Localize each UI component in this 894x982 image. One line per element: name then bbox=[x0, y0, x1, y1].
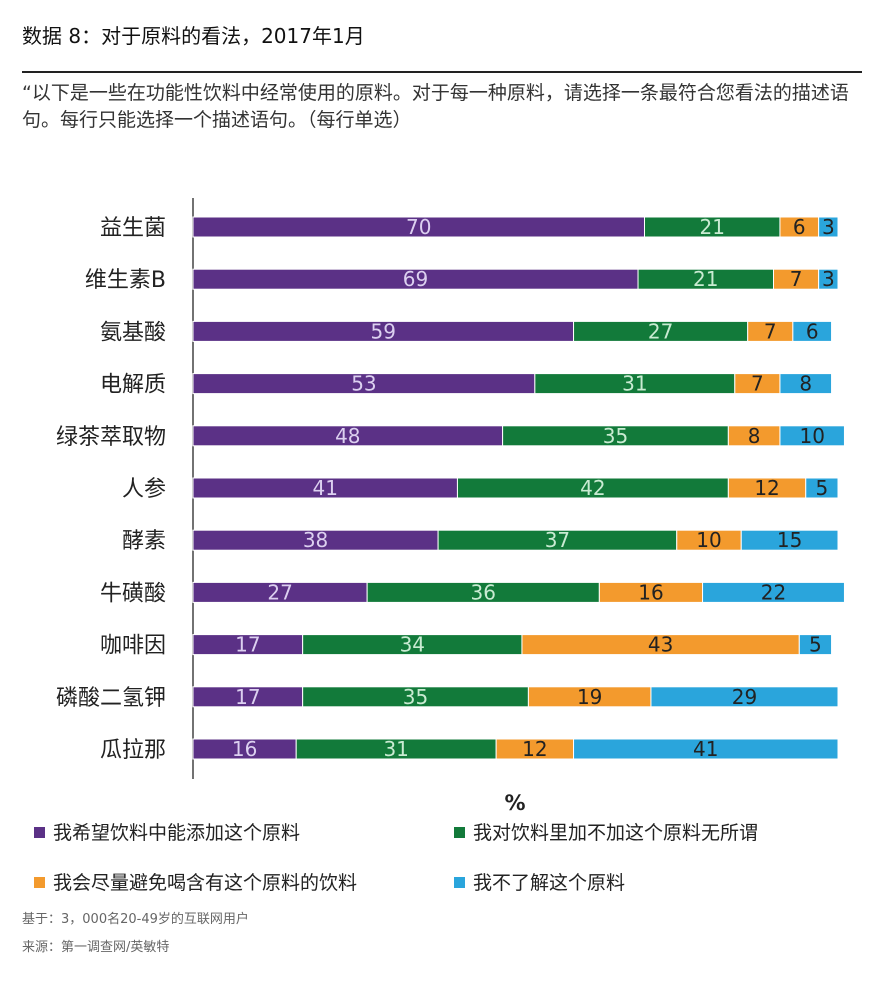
bar-segment-3 bbox=[740, 529, 839, 551]
bar-value-label: 22 bbox=[761, 580, 786, 604]
chart-title: 数据 8：对于原料的看法，2017年1月 bbox=[22, 24, 365, 48]
bar-segment-3 bbox=[779, 373, 833, 395]
bar-value-label: 29 bbox=[732, 685, 757, 709]
title-divider bbox=[22, 71, 862, 73]
legend-label-indifferent: 我对饮料里加不加这个原料无所谓 bbox=[473, 822, 759, 844]
bar-value-label: 16 bbox=[638, 580, 663, 604]
bar-value-label: 5 bbox=[816, 476, 829, 500]
legend-item-want: 我希望饮料中能添加这个原料 bbox=[34, 818, 300, 845]
category-label: 酵素 bbox=[122, 529, 166, 554]
bar-value-label: 12 bbox=[754, 476, 779, 500]
category-label: 磷酸二氢钾 bbox=[56, 686, 166, 711]
legend-label-avoid: 我会尽量避免喝含有这个原料的饮料 bbox=[53, 872, 358, 894]
legend-swatch-want bbox=[34, 827, 45, 838]
base-note: 基于：3，000名20-49岁的互联网用户 bbox=[22, 912, 249, 927]
category-label: 人参 bbox=[122, 477, 166, 502]
bar-value-label: 42 bbox=[580, 476, 605, 500]
bar-value-label: 6 bbox=[793, 215, 806, 239]
legend-item-avoid: 我会尽量避免喝含有这个原料的饮料 bbox=[34, 868, 357, 895]
bar-value-label: 36 bbox=[471, 580, 496, 604]
legend-label-want: 我希望饮料中能添加这个原料 bbox=[53, 822, 301, 844]
bar-value-label: 35 bbox=[603, 424, 628, 448]
bar-value-label: 7 bbox=[790, 267, 803, 291]
bar-value-label: 27 bbox=[267, 580, 292, 604]
category-label: 益生菌 bbox=[100, 216, 166, 241]
legend-swatch-indifferent bbox=[454, 827, 465, 838]
category-label: 牛磺酸 bbox=[100, 581, 166, 606]
bar-value-label: 41 bbox=[312, 476, 337, 500]
bar-value-label: 5 bbox=[809, 633, 822, 657]
bar-value-label: 69 bbox=[403, 267, 428, 291]
bar-value-label: 7 bbox=[751, 372, 764, 396]
bar-value-label: 10 bbox=[696, 528, 721, 552]
x-axis-label: % bbox=[504, 791, 525, 815]
category-label: 电解质 bbox=[100, 373, 166, 398]
bar-value-label: 6 bbox=[806, 319, 819, 343]
category-label: 绿茶萃取物 bbox=[56, 425, 166, 450]
category-label: 咖啡因 bbox=[100, 634, 166, 659]
bar-value-label: 21 bbox=[699, 215, 724, 239]
category-label: 维生素B bbox=[85, 268, 166, 293]
bar-segment-3 bbox=[650, 686, 839, 708]
bar-value-label: 21 bbox=[693, 267, 718, 291]
bar-segment-3 bbox=[818, 216, 839, 238]
bar-segment-3 bbox=[702, 581, 845, 603]
source-note: 来源：第一调查网/英敏特 bbox=[22, 940, 170, 955]
bar-value-label: 41 bbox=[693, 737, 718, 761]
bar-segment-3 bbox=[573, 738, 839, 760]
bar-segment-3 bbox=[792, 320, 833, 342]
bar-segment-3 bbox=[805, 477, 839, 499]
bar-value-label: 70 bbox=[406, 215, 431, 239]
bar-segment-3 bbox=[798, 634, 833, 656]
bar-value-label: 12 bbox=[522, 737, 547, 761]
bar-value-label: 16 bbox=[232, 737, 257, 761]
legend-swatch-unknown bbox=[454, 877, 465, 888]
bar-value-label: 19 bbox=[577, 685, 602, 709]
bar-value-label: 34 bbox=[400, 633, 425, 657]
legend-label-unknown: 我不了解这个原料 bbox=[473, 872, 626, 894]
legend-item-unknown: 我不了解这个原料 bbox=[454, 868, 625, 895]
bar-value-label: 17 bbox=[235, 685, 260, 709]
bar-value-label: 10 bbox=[799, 424, 824, 448]
bar-value-label: 8 bbox=[748, 424, 761, 448]
bar-value-label: 27 bbox=[648, 319, 673, 343]
legend-swatch-avoid bbox=[34, 877, 45, 888]
category-label: 瓜拉那 bbox=[100, 738, 166, 763]
bar-value-label: 7 bbox=[764, 319, 777, 343]
bar-value-label: 43 bbox=[648, 633, 673, 657]
bar-value-label: 35 bbox=[403, 685, 428, 709]
bar-value-label: 31 bbox=[383, 737, 408, 761]
bar-value-label: 15 bbox=[777, 528, 802, 552]
survey-question: “以下是一些在功能性饮料中经常使用的原料。对于每一种原料，请选择一条最符合您看法… bbox=[22, 82, 849, 131]
bar-value-label: 59 bbox=[371, 319, 396, 343]
bar-value-label: 8 bbox=[799, 372, 812, 396]
legend-item-indifferent: 我对饮料里加不加这个原料无所谓 bbox=[454, 818, 758, 845]
bar-value-label: 17 bbox=[235, 633, 260, 657]
bar-segment-3 bbox=[818, 268, 839, 290]
category-label: 氨基酸 bbox=[100, 320, 166, 345]
bar-value-label: 38 bbox=[303, 528, 328, 552]
chart-legend: 我希望饮料中能添加这个原料 我对饮料里加不加这个原料无所谓 我会尽量避免喝含有这… bbox=[30, 812, 870, 895]
bar-value-label: 37 bbox=[545, 528, 570, 552]
bar-value-label: 3 bbox=[822, 215, 835, 239]
bar-value-label: 48 bbox=[335, 424, 360, 448]
bar-value-label: 31 bbox=[622, 372, 647, 396]
bar-value-label: 3 bbox=[822, 267, 835, 291]
bar-value-label: 53 bbox=[351, 372, 376, 396]
bar-segment-3 bbox=[779, 425, 845, 447]
